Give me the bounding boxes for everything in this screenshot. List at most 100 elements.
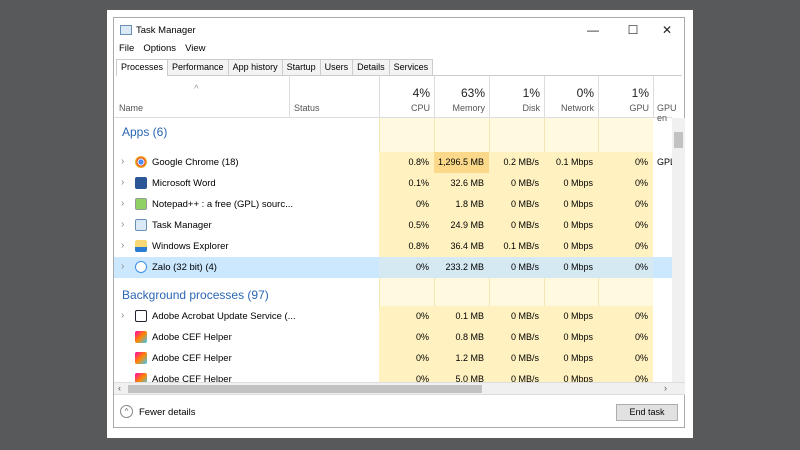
chevron-right-icon[interactable]: › bbox=[121, 156, 125, 167]
menu-options[interactable]: Options bbox=[143, 43, 177, 54]
process-name: Microsoft Word bbox=[152, 178, 216, 189]
process-row[interactable]: › Notepad++ : a free (GPL) sourc... 0% 1.8 … bbox=[114, 194, 672, 215]
column-status[interactable]: Status bbox=[289, 76, 379, 118]
tab-users[interactable]: Users bbox=[319, 59, 354, 75]
disk-cell: 0.2 MB/s bbox=[489, 152, 544, 173]
tab-processes[interactable]: Processes bbox=[116, 59, 169, 76]
tab-performance[interactable]: Performance bbox=[167, 59, 229, 75]
chevron-right-icon[interactable]: › bbox=[121, 261, 125, 272]
gpu-cell: 0% bbox=[598, 306, 653, 327]
process-name: Adobe Acrobat Update Service (... bbox=[152, 311, 296, 322]
disk-cell: 0 MB/s bbox=[489, 327, 544, 348]
menu-view[interactable]: View bbox=[185, 43, 206, 54]
column-gpu[interactable]: 1% GPU bbox=[598, 76, 653, 118]
tab-details[interactable]: Details bbox=[352, 59, 390, 75]
gpu-cell: 0% bbox=[598, 215, 653, 236]
process-row[interactable]: › Task Manager 0.5% 24.9 MB 0 MB/s 0 Mbps 0% bbox=[114, 215, 672, 236]
column-memory[interactable]: 63% Memory bbox=[434, 76, 489, 118]
disk-cell: 0 MB/s bbox=[489, 306, 544, 327]
group-header: Background processes (97) bbox=[114, 284, 672, 305]
gpu-cell: 0% bbox=[598, 152, 653, 173]
process-name: Adobe CEF Helper bbox=[152, 332, 232, 343]
network-cell: 0 Mbps bbox=[544, 306, 598, 327]
process-row[interactable]: › Microsoft Word 0.1% 32.6 MB 0 MB/s 0 Mbps 0% bbox=[114, 173, 672, 194]
cpu-cell: 0% bbox=[379, 306, 434, 327]
vertical-scrollbar[interactable] bbox=[672, 118, 685, 382]
menu-file[interactable]: File bbox=[119, 43, 135, 54]
cpu-cell: 0.5% bbox=[379, 215, 434, 236]
gpu-cell: 0% bbox=[598, 348, 653, 369]
process-list: Apps (6) › Google Chrome (18) 0.8% 1,296.5 M… bbox=[114, 118, 672, 382]
column-gpu-engine[interactable]: GPU en bbox=[653, 76, 683, 123]
process-name: Adobe CEF Helper bbox=[152, 374, 232, 382]
memory-cell: 0.8 MB bbox=[434, 327, 489, 348]
memory-cell: 36.4 MB bbox=[434, 236, 489, 257]
chevron-right-icon[interactable]: › bbox=[121, 310, 125, 321]
tab-app-history[interactable]: App history bbox=[227, 59, 283, 75]
adobe-cef-icon bbox=[135, 352, 147, 364]
disk-cell: 0 MB/s bbox=[489, 369, 544, 382]
minimize-button[interactable]: — bbox=[587, 23, 599, 37]
gpu-cell: 0% bbox=[598, 173, 653, 194]
process-name: Windows Explorer bbox=[152, 241, 229, 252]
memory-cell: 0.1 MB bbox=[434, 306, 489, 327]
word-icon bbox=[135, 177, 147, 189]
network-cell: 0 Mbps bbox=[544, 257, 598, 278]
network-cell: 0 Mbps bbox=[544, 215, 598, 236]
horizontal-scrollbar[interactable]: ‹ › bbox=[114, 382, 685, 394]
tab-services[interactable]: Services bbox=[388, 59, 434, 75]
network-cell: 0.1 Mbps bbox=[544, 152, 598, 173]
process-row[interactable]: Adobe CEF Helper 0% 5.0 MB 0 MB/s 0 Mbps 0% bbox=[114, 369, 672, 382]
memory-cell: 24.9 MB bbox=[434, 215, 489, 236]
memory-cell: 32.6 MB bbox=[434, 173, 489, 194]
chevron-right-icon[interactable]: › bbox=[121, 177, 125, 188]
scroll-right-icon[interactable]: › bbox=[664, 383, 667, 393]
disk-cell: 0 MB/s bbox=[489, 257, 544, 278]
maximize-button[interactable]: ☐ bbox=[627, 23, 639, 37]
service-window-icon bbox=[135, 310, 147, 322]
chevron-right-icon[interactable]: › bbox=[121, 219, 125, 230]
network-cell: 0 Mbps bbox=[544, 327, 598, 348]
column-name[interactable]: Name bbox=[119, 103, 144, 113]
vertical-scroll-thumb[interactable] bbox=[674, 132, 683, 148]
chevron-up-circle-icon[interactable]: ^ bbox=[120, 405, 133, 418]
zalo-icon bbox=[135, 261, 147, 273]
chevron-right-icon[interactable]: › bbox=[121, 240, 125, 251]
task-manager-icon bbox=[135, 219, 147, 231]
cpu-cell: 0% bbox=[379, 348, 434, 369]
gpu-cell: 0% bbox=[598, 369, 653, 382]
chrome-icon bbox=[135, 156, 147, 168]
memory-cell: 5.0 MB bbox=[434, 369, 489, 382]
process-row[interactable]: Adobe CEF Helper 0% 0.8 MB 0 MB/s 0 Mbps 0% bbox=[114, 327, 672, 348]
notepadpp-icon bbox=[135, 198, 147, 210]
cpu-cell: 0.8% bbox=[379, 152, 434, 173]
column-disk[interactable]: 1% Disk bbox=[489, 76, 544, 118]
horizontal-scroll-thumb[interactable] bbox=[128, 385, 482, 393]
end-task-button[interactable]: End task bbox=[616, 404, 678, 421]
process-row[interactable]: Adobe CEF Helper 0% 1.2 MB 0 MB/s 0 Mbps 0% bbox=[114, 348, 672, 369]
scroll-left-icon[interactable]: ‹ bbox=[118, 383, 121, 393]
memory-cell: 233.2 MB bbox=[434, 257, 489, 278]
process-name: Task Manager bbox=[152, 220, 212, 231]
menu-bar: File Options View bbox=[119, 43, 205, 54]
process-row[interactable]: › Google Chrome (18) 0.8% 1,296.5 MB 0.2 MB/… bbox=[114, 152, 672, 173]
process-row[interactable]: › Adobe Acrobat Update Service (... 0% 0.1 … bbox=[114, 306, 672, 327]
cpu-cell: 0.8% bbox=[379, 236, 434, 257]
column-network[interactable]: 0% Network bbox=[544, 76, 598, 118]
group-header: Apps (6) bbox=[114, 118, 672, 139]
tab-bar: Processes Performance App history Startu… bbox=[116, 59, 682, 76]
process-row[interactable]: › Windows Explorer 0.8% 36.4 MB 0.1 MB/s 0 Mb… bbox=[114, 236, 672, 257]
task-manager-icon bbox=[120, 25, 132, 35]
fewer-details-link[interactable]: Fewer details bbox=[139, 407, 196, 418]
network-cell: 0 Mbps bbox=[544, 194, 598, 215]
chevron-right-icon[interactable]: › bbox=[121, 198, 125, 209]
sort-indicator: ^ bbox=[194, 84, 199, 95]
disk-cell: 0 MB/s bbox=[489, 215, 544, 236]
close-button[interactable]: ✕ bbox=[661, 23, 673, 37]
column-cpu[interactable]: 4% CPU bbox=[379, 76, 434, 118]
process-name: Adobe CEF Helper bbox=[152, 353, 232, 364]
tab-startup[interactable]: Startup bbox=[281, 59, 321, 75]
network-cell: 0 Mbps bbox=[544, 173, 598, 194]
disk-cell: 0.1 MB/s bbox=[489, 236, 544, 257]
process-row[interactable]: › Zalo (32 bit) (4) 0% 233.2 MB 0 MB/s 0 Mbps… bbox=[114, 257, 672, 278]
